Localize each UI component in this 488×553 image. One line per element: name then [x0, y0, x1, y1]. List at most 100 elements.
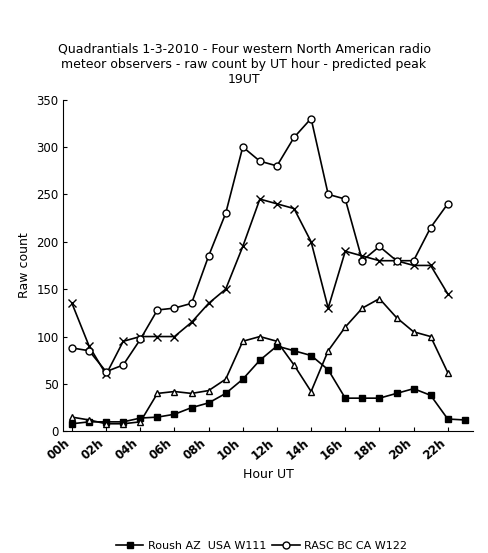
Brower BC CA W119 — [86, 343, 92, 349]
Brower BC CA W119 — [138, 333, 143, 340]
Fisher  UT USA W111 — [103, 420, 109, 427]
Brower BC CA W119 — [377, 257, 383, 264]
Brower BC CA W119 — [103, 371, 109, 378]
Fisher  UT USA W111 — [343, 324, 348, 330]
RASC BC CA W122 — [411, 257, 417, 264]
Roush AZ  USA W111 — [359, 395, 365, 401]
Line: RASC BC CA W122: RASC BC CA W122 — [68, 115, 451, 375]
RASC BC CA W122 — [427, 224, 433, 231]
Roush AZ  USA W111 — [86, 419, 92, 425]
RASC BC CA W122 — [172, 305, 178, 311]
Fisher  UT USA W111 — [445, 369, 451, 376]
RASC BC CA W122 — [325, 191, 331, 197]
Brower BC CA W119 — [188, 319, 194, 326]
Brower BC CA W119 — [427, 262, 433, 269]
Roush AZ  USA W111 — [154, 414, 160, 420]
Brower BC CA W119 — [206, 300, 212, 307]
RASC BC CA W122 — [86, 347, 92, 354]
Line: Fisher  UT USA W111: Fisher UT USA W111 — [68, 295, 451, 427]
RASC BC CA W122 — [445, 201, 451, 207]
Roush AZ  USA W111 — [462, 416, 468, 423]
RASC BC CA W122 — [240, 144, 245, 150]
Roush AZ  USA W111 — [274, 343, 280, 349]
RASC BC CA W122 — [120, 362, 126, 368]
Fisher  UT USA W111 — [308, 388, 314, 395]
RASC BC CA W122 — [206, 253, 212, 259]
Brower BC CA W119 — [343, 248, 348, 254]
Fisher  UT USA W111 — [154, 390, 160, 397]
Roush AZ  USA W111 — [393, 390, 399, 397]
Fisher  UT USA W111 — [257, 333, 263, 340]
Fisher  UT USA W111 — [393, 314, 399, 321]
Brower BC CA W119 — [359, 253, 365, 259]
Brower BC CA W119 — [172, 333, 178, 340]
Fisher  UT USA W111 — [427, 333, 433, 340]
Roush AZ  USA W111 — [240, 376, 245, 383]
Brower BC CA W119 — [274, 201, 280, 207]
RASC BC CA W122 — [377, 243, 383, 250]
Line: Roush AZ  USA W111: Roush AZ USA W111 — [69, 343, 468, 426]
X-axis label: Hour UT: Hour UT — [243, 468, 294, 481]
Line: Brower BC CA W119: Brower BC CA W119 — [68, 195, 452, 379]
RASC BC CA W122 — [291, 134, 297, 141]
Roush AZ  USA W111 — [172, 411, 178, 418]
Roush AZ  USA W111 — [343, 395, 348, 401]
RASC BC CA W122 — [274, 163, 280, 169]
Roush AZ  USA W111 — [138, 415, 143, 421]
Brower BC CA W119 — [69, 300, 75, 307]
Roush AZ  USA W111 — [223, 390, 228, 397]
Fisher  UT USA W111 — [120, 420, 126, 427]
Fisher  UT USA W111 — [172, 388, 178, 395]
Text: Quadrantials 1-3-2010 - Four western North American radio
meteor observers - raw: Quadrantials 1-3-2010 - Four western Nor… — [58, 43, 430, 86]
Fisher  UT USA W111 — [274, 338, 280, 345]
Brower BC CA W119 — [308, 238, 314, 245]
Fisher  UT USA W111 — [240, 338, 245, 345]
RASC BC CA W122 — [359, 257, 365, 264]
Fisher  UT USA W111 — [291, 362, 297, 368]
Roush AZ  USA W111 — [427, 392, 433, 399]
RASC BC CA W122 — [188, 300, 194, 307]
Legend: Roush AZ  USA W111, Brower BC CA W119, RASC BC CA W122, Fisher  UT USA W111: Roush AZ USA W111, Brower BC CA W119, RA… — [111, 536, 426, 553]
Roush AZ  USA W111 — [411, 385, 417, 392]
RASC BC CA W122 — [103, 368, 109, 375]
Fisher  UT USA W111 — [223, 376, 228, 383]
Roush AZ  USA W111 — [206, 400, 212, 406]
RASC BC CA W122 — [154, 307, 160, 314]
Fisher  UT USA W111 — [359, 305, 365, 311]
Brower BC CA W119 — [120, 338, 126, 345]
Fisher  UT USA W111 — [411, 328, 417, 335]
RASC BC CA W122 — [223, 210, 228, 217]
Roush AZ  USA W111 — [69, 420, 75, 427]
Roush AZ  USA W111 — [257, 357, 263, 363]
Roush AZ  USA W111 — [291, 347, 297, 354]
Brower BC CA W119 — [257, 196, 263, 202]
Fisher  UT USA W111 — [69, 414, 75, 420]
Brower BC CA W119 — [325, 305, 331, 311]
Fisher  UT USA W111 — [188, 390, 194, 397]
Brower BC CA W119 — [445, 290, 451, 297]
Brower BC CA W119 — [223, 286, 228, 293]
Fisher  UT USA W111 — [86, 416, 92, 423]
RASC BC CA W122 — [138, 336, 143, 343]
RASC BC CA W122 — [343, 196, 348, 202]
Fisher  UT USA W111 — [206, 387, 212, 394]
Fisher  UT USA W111 — [377, 295, 383, 302]
Brower BC CA W119 — [393, 257, 399, 264]
Roush AZ  USA W111 — [188, 404, 194, 411]
RASC BC CA W122 — [69, 345, 75, 351]
RASC BC CA W122 — [257, 158, 263, 164]
Roush AZ  USA W111 — [103, 419, 109, 425]
Fisher  UT USA W111 — [138, 419, 143, 425]
Brower BC CA W119 — [154, 333, 160, 340]
Roush AZ  USA W111 — [445, 416, 451, 422]
RASC BC CA W122 — [393, 257, 399, 264]
Roush AZ  USA W111 — [325, 367, 331, 373]
RASC BC CA W122 — [308, 115, 314, 122]
Brower BC CA W119 — [291, 205, 297, 212]
Roush AZ  USA W111 — [308, 352, 314, 359]
Brower BC CA W119 — [240, 243, 245, 250]
Brower BC CA W119 — [411, 262, 417, 269]
Y-axis label: Raw count: Raw count — [18, 233, 31, 298]
Fisher  UT USA W111 — [325, 347, 331, 354]
Roush AZ  USA W111 — [120, 419, 126, 425]
